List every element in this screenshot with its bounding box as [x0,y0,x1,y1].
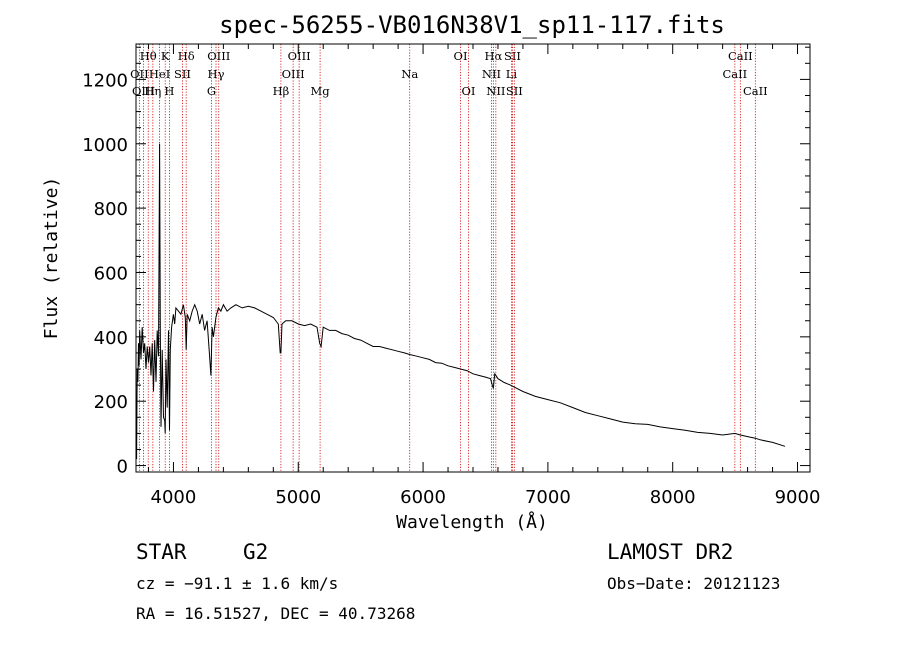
marker-label: OIII [207,49,230,63]
marker-label: Hγ [208,67,225,81]
marker-label: Hδ [178,49,195,63]
y-axis: 0 200 400 600 800 1000 1200 [82,46,810,478]
x-tick-label: 9000 [775,487,821,508]
x-tick-label: 6000 [400,487,446,508]
x-tick-label: 5000 [275,487,321,508]
marker-label: Na [401,67,418,81]
spectral-subclass: G2 [243,540,268,564]
x-tick-label: 7000 [525,487,571,508]
marker-label: OI [454,49,468,63]
marker-label: NII [482,67,501,81]
spectrum-line [136,143,786,460]
y-tick-label: 400 [94,328,128,349]
marker-label: SII [506,84,523,98]
x-tick-label: 8000 [650,487,696,508]
y-tick-label: 800 [94,199,128,220]
x-tick-label: 4000 [151,487,197,508]
marker-label: OI [462,84,476,98]
marker-label: OIII [288,49,311,63]
marker-label: OIII [132,84,155,98]
marker-label: SII [504,49,521,63]
coordinates: RA = 16.51527, DEC = 40.73268 [136,604,415,623]
marker-label: K [161,49,170,63]
marker-label: H [164,84,174,98]
marker-label: Mg [311,84,331,98]
x-axis-label: Wavelength (Å) [396,511,548,533]
marker-label: OIII [282,67,305,81]
y-tick-label: 0 [117,457,128,478]
observation-date: Obs−Date: 20121123 [607,574,780,593]
marker-label: OII [130,67,149,81]
marker-label: SII [174,67,191,81]
marker-label: Hθ [140,49,157,63]
chart-title: spec-56255-VB016N38V1_sp11-117.fits [219,11,725,39]
y-tick-label: 1000 [82,135,128,156]
marker-label: G [207,84,216,98]
y-tick-label: 600 [94,263,128,284]
marker-label: Hη [144,84,161,98]
x-axis: 4000 5000 6000 7000 8000 9000 [147,44,821,508]
y-tick-label: 1200 [82,70,128,91]
marker-label: CaII [722,67,747,81]
marker-label: Li [506,67,518,81]
survey-name: LAMOST DR2 [607,540,733,564]
marker-label: HeI [149,67,170,81]
marker-label: NII [486,84,505,98]
object-type: STAR [136,540,187,564]
marker-label: CaII [743,84,768,98]
marker-label: Hα [484,49,502,63]
marker-label: Hβ [273,84,290,98]
y-tick-label: 200 [94,392,128,413]
marker-label: CaII [728,49,753,63]
redshift-cz: cz = −91.1 ± 1.6 km/s [136,574,338,593]
y-axis-label: Flux (relative) [41,177,62,340]
